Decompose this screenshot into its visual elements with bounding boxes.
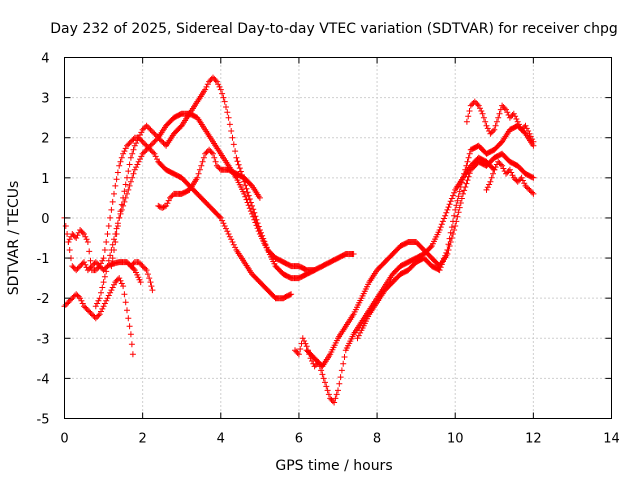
data-point-markers [463,98,537,145]
series-s3 [65,134,295,302]
data-point-markers [108,74,357,282]
y-tick-label: -2 [37,292,50,307]
y-tick-label: -5 [37,413,50,428]
data-point-markers [127,259,156,294]
y-tick-label: 0 [41,212,49,227]
series-s5 [108,74,357,282]
data-point-markers [155,146,263,211]
y-axis-label: SDTVAR / TECUs [6,181,22,296]
series-s6 [127,259,156,294]
data-point-markers [61,275,136,358]
x-tick-label: 14 [603,432,620,447]
series-s7 [155,146,263,211]
y-tick-label: 4 [41,52,49,67]
series-s10 [354,122,537,342]
data-point-markers [65,134,295,302]
data-point-markers [303,150,537,370]
y-tick-label: -1 [37,252,50,267]
x-axis-label: GPS time / hours [275,458,392,474]
x-tick-label: 4 [217,432,225,447]
grid [64,57,612,419]
y-tick-label: 1 [41,172,49,187]
y-tick-label: -4 [37,372,50,387]
series-s9 [303,150,537,370]
data-series-group [61,74,537,406]
x-tick-label: 0 [60,432,68,447]
data-point-markers [92,110,318,310]
chart-title: Day 232 of 2025, Sidereal Day-to-day VTE… [50,21,618,37]
x-tick-label: 12 [525,432,542,447]
plot-frame [64,57,612,419]
y-tick-label: 2 [41,132,49,147]
series-s12 [483,158,537,197]
series-s4 [92,110,318,310]
x-tick-label: 8 [373,432,381,447]
x-tick-label: 2 [139,432,147,447]
series-s2 [61,275,136,358]
series-s11 [463,98,537,145]
data-point-markers [354,122,537,342]
y-tick-label: -3 [37,332,50,347]
x-tick-label: 6 [295,432,303,447]
data-point-markers [483,158,537,197]
x-tick-label: 10 [447,432,464,447]
y-tick-label: 3 [41,92,49,107]
